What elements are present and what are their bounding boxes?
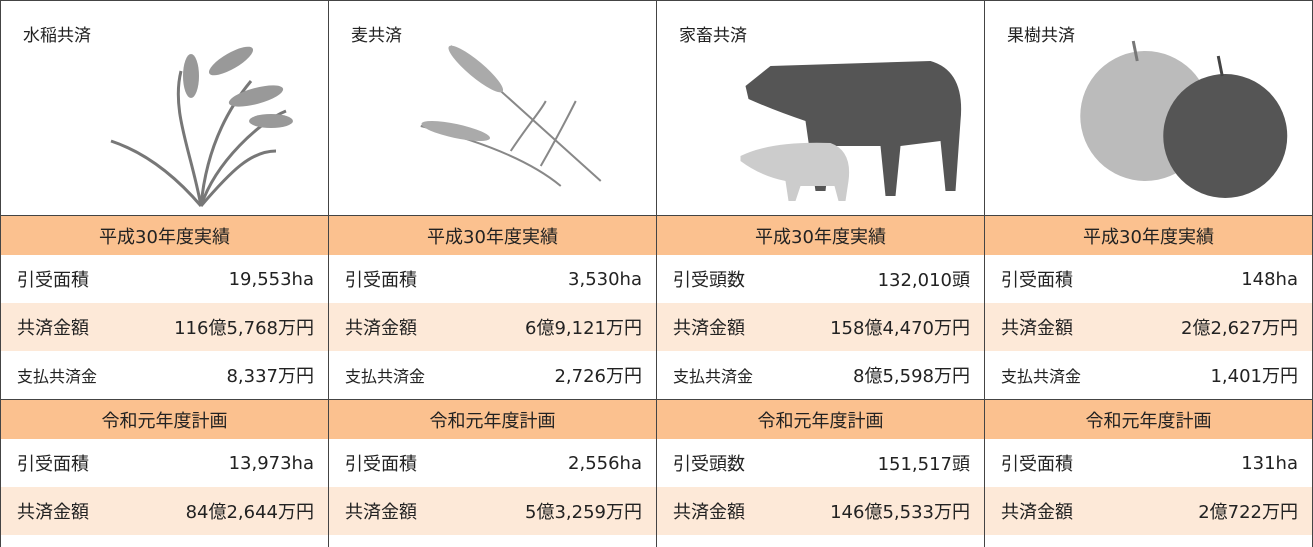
data-row: 共済金額 5億3,259万円 <box>329 487 656 535</box>
row-label: 共済金額 <box>1001 498 1073 524</box>
data-row: 引受面積 2,556ha <box>329 439 656 487</box>
illustration-cell: 麦共済 <box>329 0 656 215</box>
row-label: 共済金額 <box>1001 314 1073 340</box>
row-value: 5億3,259万円 <box>525 498 642 524</box>
row-value: 8,337万円 <box>226 362 314 388</box>
illustration-cell: 水稲共済 <box>1 0 328 215</box>
row-label: 支払共済金 <box>673 363 753 387</box>
data-row: 引受面積 148ha <box>985 255 1312 303</box>
data-row: 引受面積 13,973ha <box>1 439 328 487</box>
illustration-cell: 果樹共済 <box>985 0 1312 215</box>
insurance-grid: 水稲共済平成30年度実績引受面積19,553ha共済金額116億5,768万円支… <box>0 0 1313 547</box>
row-label: 共済金額 <box>673 314 745 340</box>
section-heading: 平成30年度実績 <box>985 215 1312 255</box>
row-label: 支払共済金 <box>345 363 425 387</box>
row-label: 引受面積 <box>1001 266 1073 292</box>
data-row: 引受面積 131ha <box>985 439 1312 487</box>
data-row: 共済金額 116億5,768万円 <box>1 303 328 351</box>
row-value: 148ha <box>1241 269 1298 290</box>
row-label: 引受頭数 <box>673 450 745 476</box>
section-heading: 令和元年度計画 <box>1 399 328 439</box>
data-row: 支払共済金 2,726万円 <box>329 351 656 399</box>
column: 麦共済平成30年度実績引受面積 3,530ha 共済金額 6億9,121万円支払共済金… <box>328 0 656 547</box>
row-value: 1,401万円 <box>1210 362 1298 388</box>
row-value: 6億9,121万円 <box>525 314 642 340</box>
page: 水稲共済平成30年度実績引受面積19,553ha共済金額116億5,768万円支… <box>0 0 1313 547</box>
illustration-cell: 家畜共済 <box>657 0 984 215</box>
row-label: 引受面積 <box>345 266 417 292</box>
row-label: 支払共済金 <box>17 363 97 387</box>
data-row: 引受頭数 132,010頭 <box>657 255 984 303</box>
column-title: 家畜共済 <box>679 21 747 46</box>
section-heading: 平成30年度実績 <box>1 215 328 255</box>
row-value: 2億2,627万円 <box>1181 314 1298 340</box>
column-title: 果樹共済 <box>1007 21 1075 46</box>
row-label: 共済金額 <box>17 498 89 524</box>
row-label: 共済金額 <box>345 314 417 340</box>
row-label: 共済金額 <box>17 314 89 340</box>
data-row: 支払共済金 8億5,598万円 <box>657 351 984 399</box>
data-row: 共済金額 6億9,121万円 <box>329 303 656 351</box>
row-label: 引受面積 <box>17 450 89 476</box>
row-value: 13,973ha <box>229 453 314 474</box>
row-label: 引受面積 <box>17 266 89 292</box>
data-row: 支払共済金 1,401万円 <box>985 351 1312 399</box>
data-row: 共済金額 146億5,533万円 <box>657 487 984 535</box>
data-row: 共済金額 158億4,470万円 <box>657 303 984 351</box>
section-heading: 平成30年度実績 <box>329 215 656 255</box>
row-value: 3,530ha <box>568 269 642 290</box>
row-value: 2,726万円 <box>554 362 642 388</box>
column: 果樹共済平成30年度実績引受面積 148ha 共済金額 2億2,627万円支払共済金 1… <box>984 0 1313 547</box>
column: 家畜共済平成30年度実績引受頭数 132,010頭共済金額 158億4,470万円支… <box>656 0 984 547</box>
row-value: 146億5,533万円 <box>830 498 970 524</box>
row-label: 引受面積 <box>1001 450 1073 476</box>
section-heading: 令和元年度計画 <box>657 399 984 439</box>
row-label: 引受面積 <box>345 450 417 476</box>
section-heading: 令和元年度計画 <box>985 399 1312 439</box>
row-label: 共済金額 <box>345 498 417 524</box>
data-row: 引受頭数 151,517頭 <box>657 439 984 487</box>
row-value: 151,517頭 <box>878 450 970 476</box>
row-value: 116億5,768万円 <box>174 314 314 340</box>
row-value: 132,010頭 <box>878 266 970 292</box>
data-row: 支払共済金 8,337万円 <box>1 351 328 399</box>
row-value: 19,553ha <box>229 269 314 290</box>
column-title: 麦共済 <box>351 21 402 46</box>
row-label: 引受頭数 <box>673 266 745 292</box>
row-value: 158億4,470万円 <box>830 314 970 340</box>
data-row: 共済金額 2億722万円 <box>985 487 1312 535</box>
section-heading: 令和元年度計画 <box>329 399 656 439</box>
data-row: 共済金額 84億2,644万円 <box>1 487 328 535</box>
data-row: 共済金額 2億2,627万円 <box>985 303 1312 351</box>
section-heading: 平成30年度実績 <box>657 215 984 255</box>
row-value: 84億2,644万円 <box>186 498 314 524</box>
row-label: 共済金額 <box>673 498 745 524</box>
data-row: 引受面積 19,553ha <box>1 255 328 303</box>
row-value: 2,556ha <box>568 453 642 474</box>
row-value: 8億5,598万円 <box>853 362 970 388</box>
row-label: 支払共済金 <box>1001 363 1081 387</box>
data-row: 引受面積 3,530ha <box>329 255 656 303</box>
row-value: 131ha <box>1241 453 1298 474</box>
column: 水稲共済平成30年度実績引受面積 19,553ha 共済金額 116億5,768万円支… <box>0 0 328 547</box>
column-title: 水稲共済 <box>23 21 91 46</box>
row-value: 2億722万円 <box>1198 498 1298 524</box>
